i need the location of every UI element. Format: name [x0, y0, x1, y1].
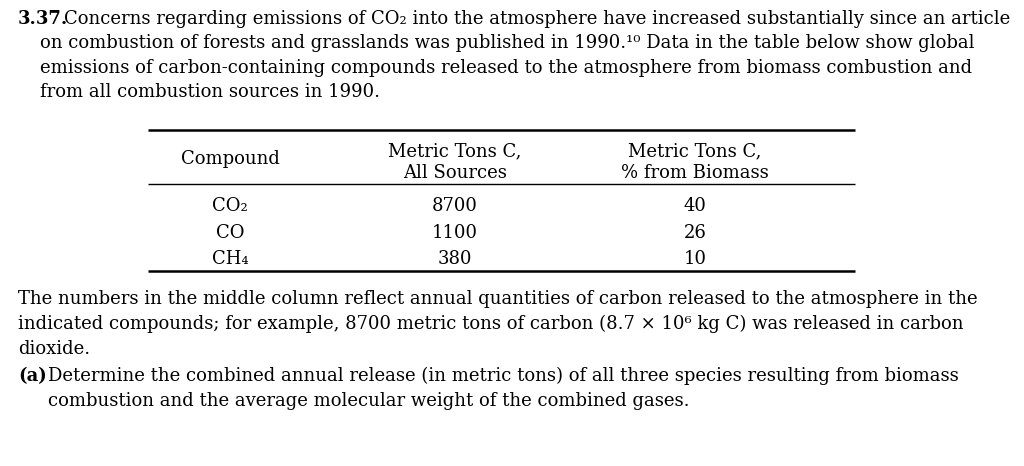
Text: The numbers in the middle column reflect annual quantities of carbon released to: The numbers in the middle column reflect… [18, 290, 978, 308]
Text: % from Biomass: % from Biomass [622, 164, 769, 181]
Text: Determine the combined annual release (in metric tons) of all three species resu: Determine the combined annual release (i… [48, 367, 958, 385]
Text: 40: 40 [684, 197, 707, 215]
Text: CO: CO [216, 224, 245, 241]
Text: dioxide.: dioxide. [18, 340, 90, 357]
Text: emissions of carbon-containing compounds released to the atmosphere from biomass: emissions of carbon-containing compounds… [40, 59, 972, 77]
Text: combustion and the average molecular weight of the combined gases.: combustion and the average molecular wei… [48, 391, 689, 410]
Text: Concerns regarding emissions of CO₂ into the atmosphere have increased substanti: Concerns regarding emissions of CO₂ into… [63, 10, 1011, 28]
Text: CO₂: CO₂ [212, 197, 248, 215]
Text: All Sources: All Sources [403, 164, 507, 181]
Text: Metric Tons C,: Metric Tons C, [629, 142, 762, 160]
Text: Compound: Compound [180, 150, 280, 168]
Text: 380: 380 [437, 250, 472, 268]
Text: 10: 10 [683, 250, 707, 268]
Text: Metric Tons C,: Metric Tons C, [388, 142, 521, 160]
Text: 3.37.: 3.37. [18, 10, 69, 28]
Text: indicated compounds; for example, 8700 metric tons of carbon (8.7 × 10⁶ kg C) wa: indicated compounds; for example, 8700 m… [18, 315, 964, 333]
Text: CH₄: CH₄ [212, 250, 248, 268]
Text: from all combustion sources in 1990.: from all combustion sources in 1990. [40, 83, 380, 102]
Text: 1100: 1100 [432, 224, 478, 241]
Text: (a): (a) [18, 367, 47, 385]
Text: 26: 26 [684, 224, 707, 241]
Text: on combustion of forests and grasslands was published in 1990.¹⁰ Data in the tab: on combustion of forests and grasslands … [40, 34, 975, 53]
Text: 8700: 8700 [432, 197, 478, 215]
